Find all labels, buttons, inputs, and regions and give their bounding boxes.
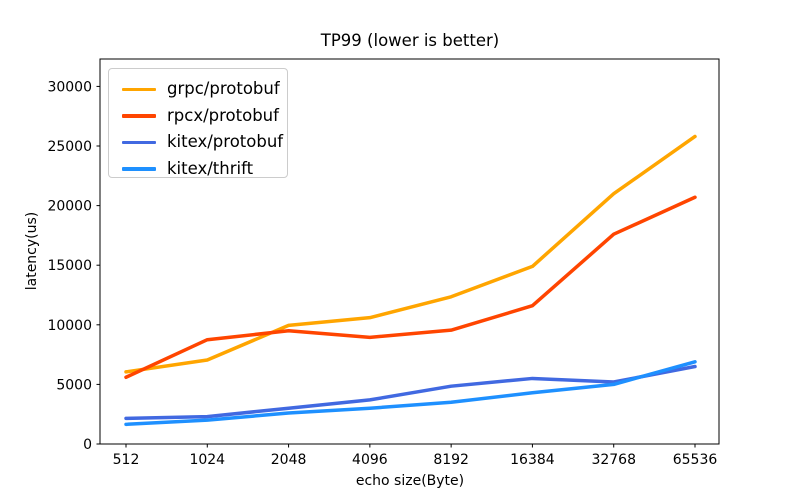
legend-item: kitex/thrift (122, 156, 287, 183)
legend-line-swatch-icon (122, 114, 156, 118)
series-line-kitex-protobuf (124, 364, 697, 421)
y-tick-label: 5000 (56, 377, 92, 393)
y-tick-label: 0 (83, 437, 92, 453)
series-line-kitex-thrift (124, 360, 697, 427)
legend-label: kitex/thrift (167, 158, 254, 178)
x-tick-label: 512 (113, 452, 140, 468)
x-tick-label: 4096 (352, 452, 388, 468)
x-tick-label: 2048 (271, 452, 307, 468)
y-tick-label: 10000 (47, 318, 92, 334)
legend-item: grpc/protobuf (122, 76, 287, 103)
legend-label: rpcx/protobuf (167, 105, 279, 125)
legend-label: kitex/protobuf (167, 132, 284, 151)
y-axis-label: latency(us) (24, 211, 40, 291)
chart-title: TP99 (lower is better) (320, 31, 500, 50)
y-tick-label: 20000 (47, 199, 92, 215)
x-tick-label: 65536 (673, 452, 718, 468)
legend-line-swatch-icon (122, 87, 156, 91)
series-line-rpcx-protobuf (124, 195, 697, 380)
x-tick-label: 16384 (510, 452, 555, 468)
legend-line-swatch-icon (122, 167, 156, 171)
x-axis-label: echo size(Byte) (355, 473, 465, 489)
legend-item: kitex/protobuf (122, 129, 287, 156)
x-tick-label: 1024 (189, 452, 225, 468)
x-tick-label: 32768 (591, 452, 636, 468)
x-tick-label: 8192 (433, 452, 469, 468)
legend-item: rpcx/protobuf (122, 103, 287, 130)
axes-border (99, 58, 720, 445)
legend: grpc/protobuf rpcx/protobuf kitex/protobuf… (108, 68, 288, 178)
y-tick-label: 15000 (47, 258, 92, 274)
legend-line-swatch-icon (122, 140, 156, 144)
y-tick-label: 30000 (47, 79, 92, 95)
series-line-grpc-protobuf (124, 134, 697, 374)
y-tick-label: 25000 (47, 139, 92, 155)
legend-label: grpc/protobuf (167, 79, 280, 98)
